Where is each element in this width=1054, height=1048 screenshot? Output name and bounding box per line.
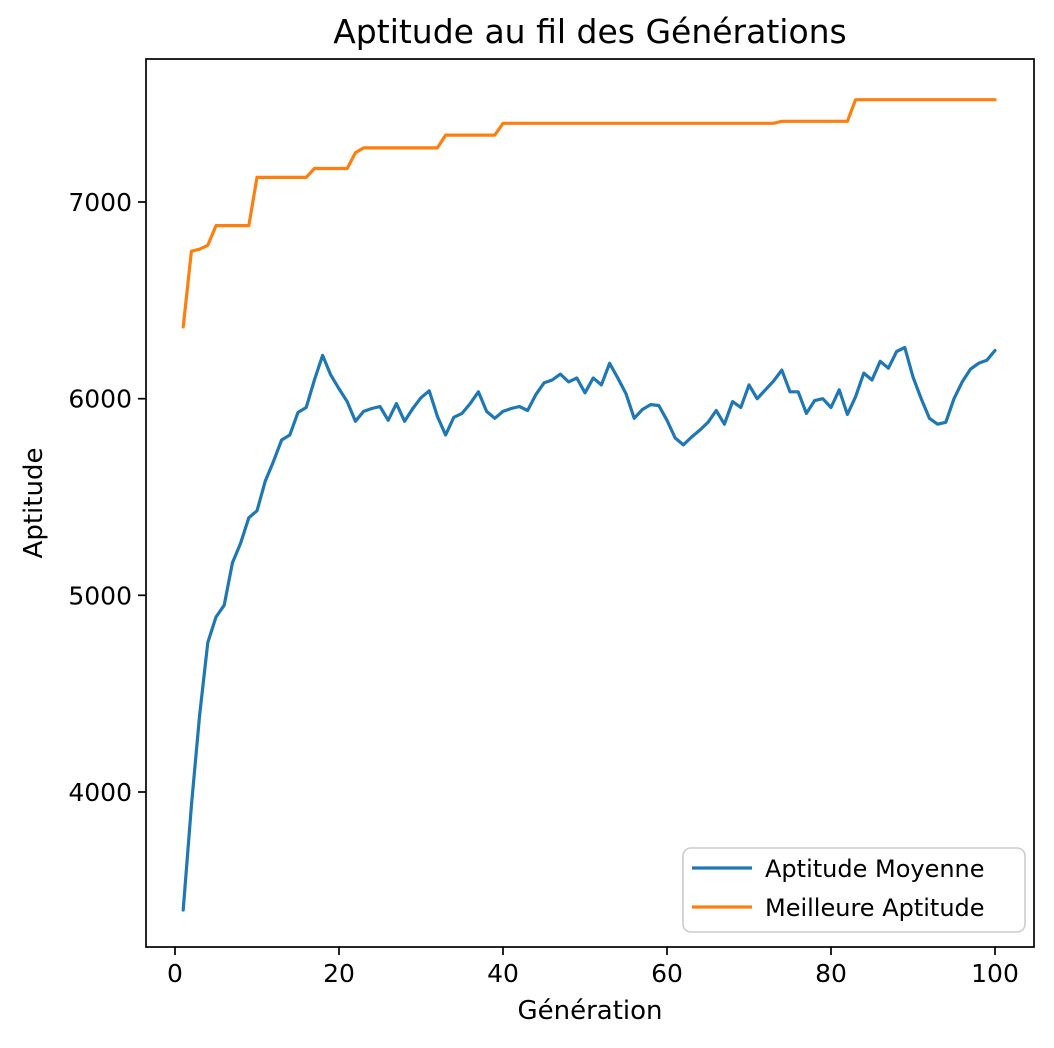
chart-title: Aptitude au fil des Générations [333, 12, 847, 51]
y-axis-label: Aptitude [19, 448, 49, 559]
x-tick-label: 80 [815, 959, 847, 988]
x-tick-label: 40 [487, 959, 519, 988]
legend: Aptitude Moyenne Meilleure Aptitude [682, 847, 1026, 933]
x-tick-label: 60 [651, 959, 683, 988]
x-tick-label: 0 [167, 959, 183, 988]
plot-area [145, 58, 1035, 948]
legend-label-best: Meilleure Aptitude [765, 894, 985, 922]
y-tick-label: 7000 [68, 188, 132, 217]
series-line-average [181, 345, 997, 912]
x-tick-label: 100 [971, 959, 1019, 988]
y-tick-label: 5000 [68, 581, 132, 610]
x-axis-label: Génération [517, 996, 662, 1026]
y-tick-label: 6000 [68, 385, 132, 414]
series-line-best [181, 98, 997, 329]
legend-box [682, 847, 1026, 933]
legend-label-average: Aptitude Moyenne [765, 855, 985, 883]
y-axis-ticks: 4000 5000 6000 7000 [68, 188, 146, 807]
x-tick-label: 20 [323, 959, 355, 988]
x-axis-ticks: 0 20 40 60 80 100 [167, 947, 1019, 988]
y-tick-label: 4000 [68, 778, 132, 807]
series-lines [181, 98, 997, 912]
